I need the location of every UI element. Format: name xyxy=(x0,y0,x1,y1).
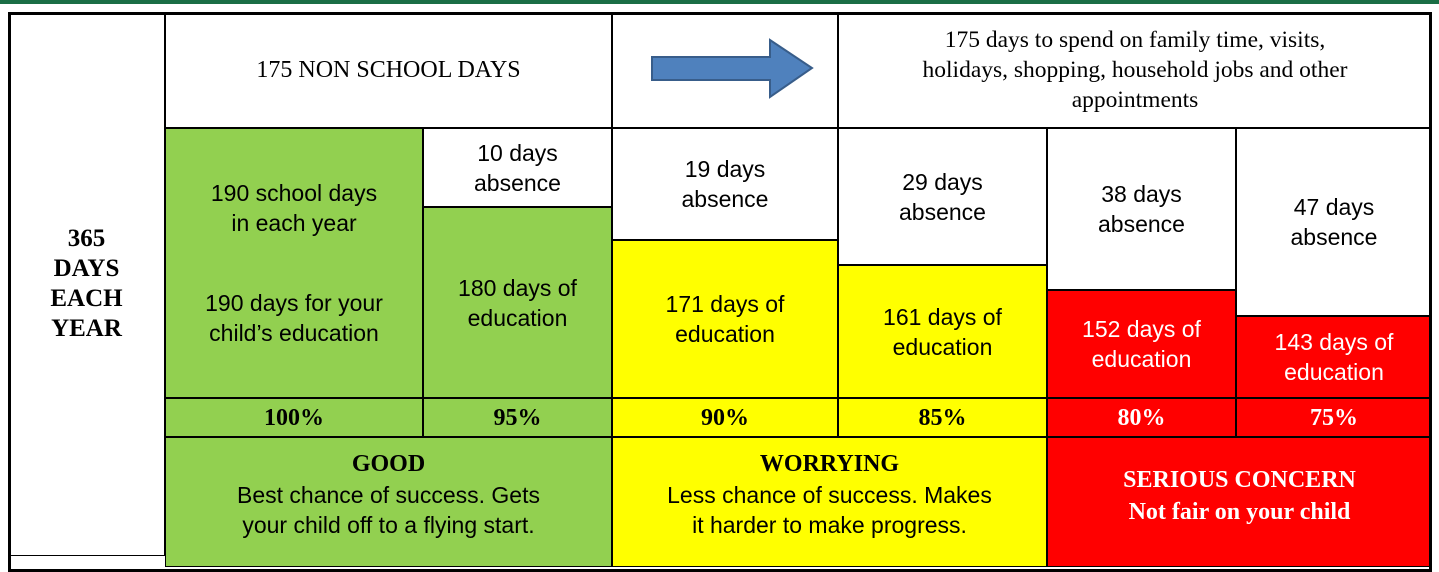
school-education-line: child’s education xyxy=(209,320,379,346)
absence-line: absence xyxy=(474,169,561,196)
absence-line: 10 days xyxy=(477,139,558,166)
absence: 19 days absence xyxy=(612,128,838,240)
absence: 29 days absence xyxy=(838,128,1047,265)
non-school-text: 175 NON SCHOOL DAYS xyxy=(256,57,521,83)
percent-text: 95% xyxy=(493,404,542,431)
percent-text: 85% xyxy=(918,404,967,431)
note-line: holidays, shopping, household jobs and o… xyxy=(922,57,1348,83)
band-title: GOOD xyxy=(351,451,426,477)
absence-line: absence xyxy=(1290,224,1378,250)
year-label-line: YEAR xyxy=(51,315,122,342)
year-label-line: DAYS xyxy=(53,255,120,282)
percent: 80% xyxy=(1047,398,1236,437)
education: 171 days of education xyxy=(612,240,838,398)
year-label-line: EACH xyxy=(50,285,123,312)
percent: 90% xyxy=(612,398,838,437)
band-title: WORRYING xyxy=(759,451,900,477)
absence-line: absence xyxy=(681,186,769,212)
absence: 10 days absence xyxy=(423,128,612,207)
absence-line: 19 days xyxy=(684,156,766,182)
education-line: education xyxy=(675,321,775,347)
note-line: appointments xyxy=(1071,87,1199,113)
school-days-line: 190 school days xyxy=(210,180,378,206)
percent-text: 90% xyxy=(701,404,749,431)
absence: 47 days absence xyxy=(1236,128,1432,316)
education-line: 180 days of xyxy=(458,274,577,301)
band-text: Not fair on your child xyxy=(1129,496,1351,528)
note-line: 175 days to spend on family time, visits… xyxy=(944,27,1326,53)
absence-line: absence xyxy=(899,198,986,225)
band-text-line: Best chance of success. Gets xyxy=(237,482,540,508)
school-education: 190 days for your child’s education xyxy=(166,253,422,383)
band: WORRYING Less chance of success. Makes it … xyxy=(612,437,1047,567)
band-text-line: Not fair on your child xyxy=(1128,499,1351,525)
education-line: 171 days of xyxy=(665,291,785,317)
education: 180 days of education xyxy=(423,207,612,398)
absence-line: 47 days xyxy=(1293,194,1375,220)
education: 161 days of education xyxy=(838,265,1047,398)
absence-line: absence xyxy=(1098,211,1185,237)
education-line: education xyxy=(1284,359,1384,385)
percent: 95% xyxy=(423,398,612,437)
school-days-line: in each year xyxy=(231,210,357,236)
percent-text: 100% xyxy=(264,404,324,431)
band: GOOD Best chance of success. Gets your chi… xyxy=(165,437,612,567)
education-line: education xyxy=(1091,346,1192,372)
percent-text: 75% xyxy=(1310,404,1358,431)
arrow-cell xyxy=(612,12,838,128)
education-line: 143 days of xyxy=(1274,329,1394,355)
band-text-line: your child off to a flying start. xyxy=(242,512,535,538)
non-school-note: 175 days to spend on family time, visits… xyxy=(838,12,1432,128)
school-days: 190 school days in each year xyxy=(166,143,422,273)
band-text-line: Less chance of success. Makes xyxy=(667,482,992,508)
percent: 100% xyxy=(165,398,423,437)
top-rule xyxy=(0,0,1439,4)
table: 365 DAYS EACH YEAR 175 NON SCHOOL DAYS 175 da… xyxy=(8,12,1432,567)
education-line: 152 days of xyxy=(1082,316,1201,342)
year-label: 365 DAYS EACH YEAR xyxy=(8,12,165,556)
absence-line: 29 days xyxy=(902,168,983,195)
band-text: Less chance of success. Makes it harder t… xyxy=(667,480,992,540)
education: 152 days of education xyxy=(1047,290,1236,398)
band-title: SERIOUS CONCERN xyxy=(1123,467,1356,493)
year-label-line: 365 xyxy=(67,225,106,252)
percent-text: 80% xyxy=(1117,404,1166,431)
school-education-line: 190 days for your xyxy=(205,290,383,316)
education-line: education xyxy=(892,333,993,360)
percent: 75% xyxy=(1236,398,1432,437)
education-line: 161 days of xyxy=(883,303,1002,330)
band: SERIOUS CONCERN Not fair on your child xyxy=(1047,437,1432,567)
non-school-days: 175 NON SCHOOL DAYS xyxy=(165,12,612,128)
education-line: education xyxy=(467,304,568,331)
school-year: 190 school days in each year 190 days for … xyxy=(165,128,423,398)
education: 143 days of education xyxy=(1236,316,1432,398)
absence: 38 days absence xyxy=(1047,128,1236,290)
band-text-line: it harder to make progress. xyxy=(692,512,967,538)
absence-line: 38 days xyxy=(1101,181,1182,207)
percent: 85% xyxy=(838,398,1047,437)
band-text: Best chance of success. Gets your child o… xyxy=(237,480,540,540)
